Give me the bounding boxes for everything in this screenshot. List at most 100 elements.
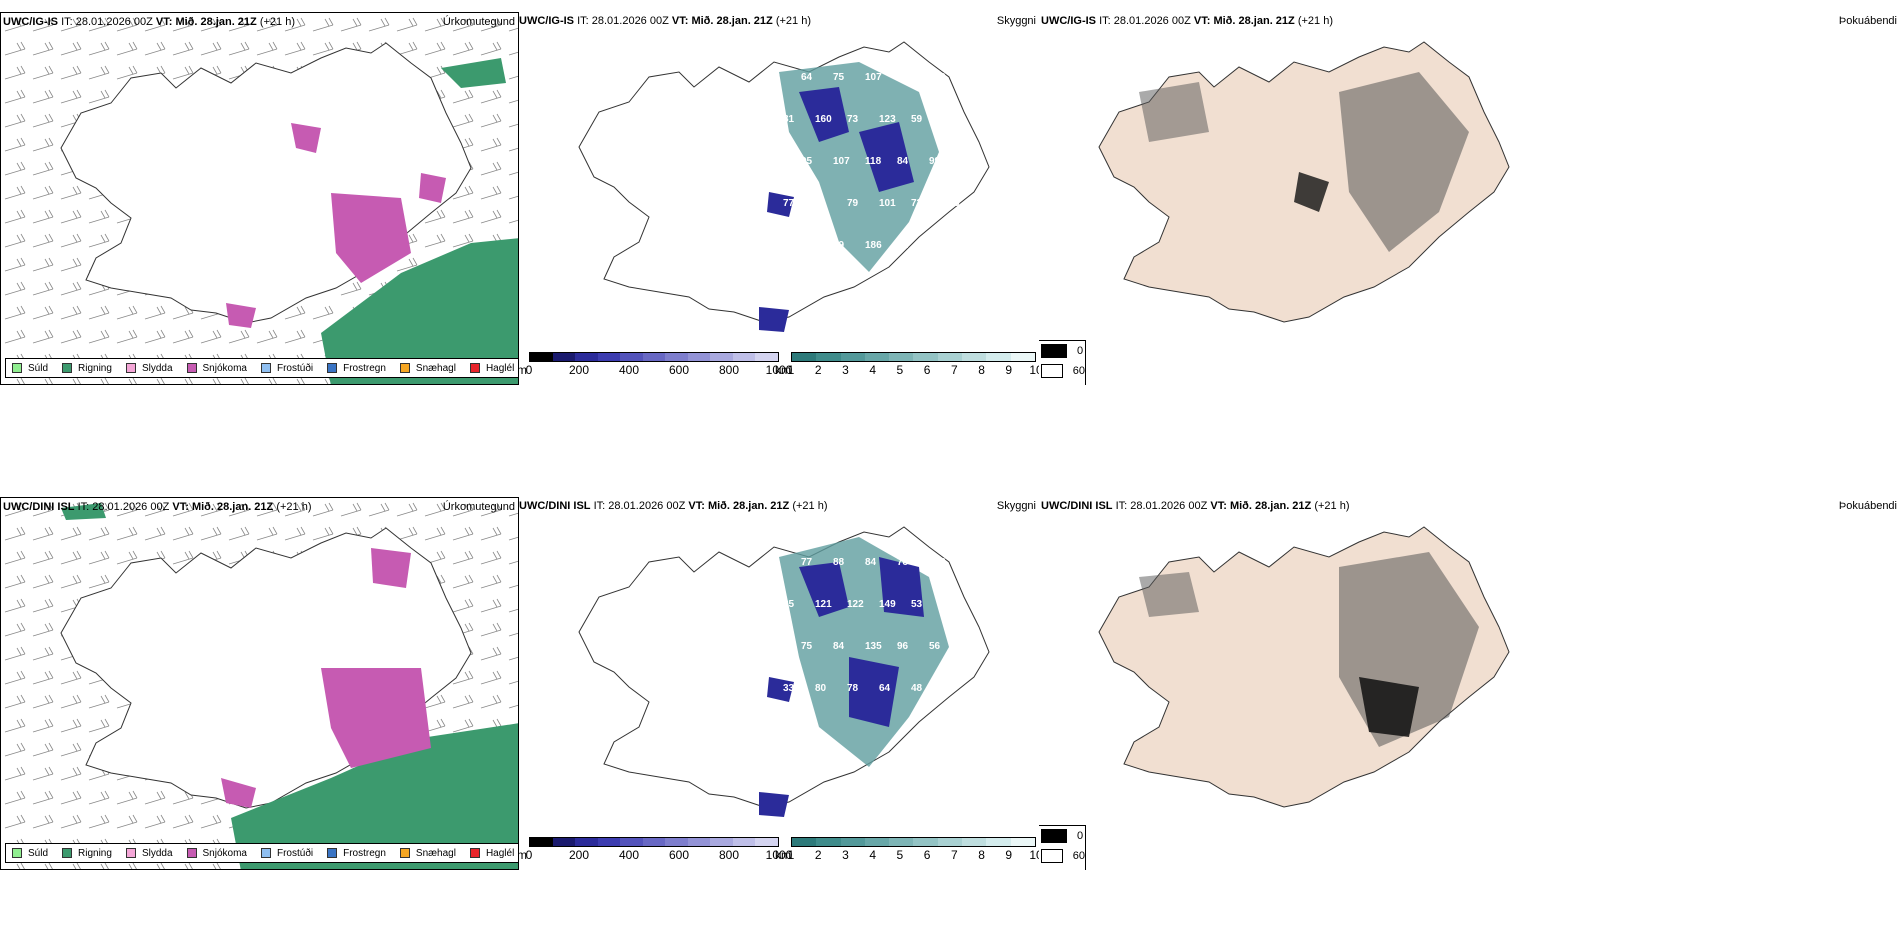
snow-depth-area — [767, 677, 794, 702]
snow-depth-label: 81 — [783, 114, 795, 125]
snow-depth-label: 118 — [865, 156, 882, 167]
legend-item: Snæhagl — [399, 848, 456, 859]
rain-area — [231, 723, 518, 869]
snow-depth-label: 75 — [833, 72, 845, 83]
legend-item: Súld — [12, 848, 48, 859]
snow-depth-label: 101 — [879, 198, 896, 209]
snow-depth-area — [759, 792, 789, 817]
snow-depth-area — [767, 192, 794, 217]
colorbar-cell — [710, 838, 733, 846]
colorbar-cell — [889, 838, 914, 846]
snow-depth-label: 100 — [769, 641, 786, 652]
snow-depth-area — [799, 562, 849, 617]
colorbar-cell — [687, 353, 711, 361]
snow-depth-label: 97 — [929, 240, 941, 251]
snow-depth-ticks: 0 200 400 600 800 1000 — [525, 362, 793, 377]
snow-depth-label: 43 — [943, 683, 955, 694]
snow-depth-area — [859, 122, 914, 192]
colorbar-tick-label: 4 — [869, 363, 876, 377]
legend-item: Slydda — [125, 848, 173, 859]
colorbar-cell — [755, 353, 779, 361]
colorbar-cell — [962, 353, 987, 361]
snow-depth-label: 338 — [783, 683, 800, 694]
snow-depth-label: 64 — [801, 72, 813, 83]
colorbar-tick-label: 800 — [718, 848, 740, 862]
colorbar-cell — [792, 353, 817, 361]
snow-area — [291, 123, 321, 153]
snow-area — [331, 193, 411, 283]
panel-title-visibility: Skyggni — [996, 15, 1036, 27]
colorbar-tick-label: 0 — [525, 363, 533, 377]
colorbar-tick-label: 200 — [568, 848, 590, 862]
colorbar-cell — [665, 838, 688, 846]
colorbar-cell — [864, 838, 890, 846]
fog-map-1 — [1098, 526, 1510, 808]
precip-panel-0: UWC/IG-IS IT: 28.01.2026 00Z VT: Mið. 28… — [0, 12, 519, 385]
visibility-map-0 — [578, 41, 990, 332]
snow-depth-label: 77 — [801, 557, 813, 568]
snow-depth-label: 107 — [833, 156, 850, 167]
colorbar-cell — [1010, 353, 1035, 361]
snow-depth-cells — [529, 837, 779, 847]
snow-depth-label: 84 — [897, 156, 909, 167]
colorbar-cell — [642, 838, 666, 846]
snow-depth-label: 200 — [783, 282, 800, 293]
colorbar-cell — [710, 353, 733, 361]
colorbar-cell — [913, 838, 938, 846]
fog-panel-1: UWC/DINI ISL IT: 28.01.2026 00Z VT: Mið.… — [1039, 497, 1900, 870]
snow-depth-label: 96 — [897, 641, 909, 652]
snow-depth-label: 121 — [815, 599, 832, 610]
chart-header-1: UWC/DINI ISL IT: 28.01.2026 00Z VT: Mið.… — [3, 501, 312, 513]
snow-depth-label: 91 — [897, 240, 909, 251]
colorbar-tick-label: 200 — [568, 363, 590, 377]
rain-area — [321, 238, 518, 384]
colorbar-tick-label: 7 — [950, 848, 958, 862]
colorbar-cell — [552, 353, 576, 361]
precip-legend: Súld Rigning Slydda Snjókoma Frostúði Fr… — [5, 358, 518, 378]
colorbar-tick-label: 8 — [978, 363, 985, 377]
legend-item: Snjókoma — [186, 848, 247, 859]
colorbar-tick-label: 9 — [1005, 848, 1013, 862]
panel-title-visibility: Skyggni — [996, 500, 1036, 512]
fog-legend-0: 0 60 — [1039, 340, 1086, 385]
snow-depth-label: 186 — [865, 240, 882, 251]
precip-map-1 — [1, 498, 518, 869]
snow-depth-area — [849, 657, 899, 727]
snow-depth-label: 200 — [929, 72, 946, 83]
snow-depth-label: 79 — [847, 198, 859, 209]
colorbar-cell — [575, 353, 598, 361]
chart-header-1c: UWC/DINI ISL IT: 28.01.2026 00Z VT: Mið.… — [1041, 500, 1350, 512]
precip-panel-1: UWC/DINI ISL IT: 28.01.2026 00Z VT: Mið.… — [0, 497, 519, 870]
colorbar-cell — [962, 838, 987, 846]
snow-depth-label: 139 — [943, 198, 960, 209]
colorbar-tick-label: 600 — [668, 363, 690, 377]
colorbar-cell — [816, 353, 841, 361]
visibility-panel-1: Skyggni UWC/DINI ISL IT: 28.01.2026 00Z … — [519, 497, 1039, 870]
snow-area — [371, 548, 411, 588]
colorbar-tick-label: 9 — [1005, 363, 1013, 377]
snow-area — [221, 778, 256, 808]
snow-depth-label: 152 — [769, 156, 786, 167]
visibility-colorbar-0: 12345678910 km — [775, 352, 1039, 377]
fog-area — [1359, 677, 1419, 737]
colorbar-cell — [986, 353, 1011, 361]
legend-item: Súld — [12, 363, 48, 374]
snow-depth-label: 95 — [801, 156, 813, 167]
snow-depth-label: 91 — [815, 198, 827, 209]
visibility-cells — [791, 837, 1036, 847]
snow-depth-label: 83 — [769, 557, 781, 568]
panel-title-fog: Þokuábendi — [1838, 500, 1897, 512]
fog-legend-1: 0 60 — [1039, 825, 1086, 870]
snow-depth-label: 78 — [897, 557, 909, 568]
snow-depth-label: 83 — [769, 72, 781, 83]
snow-depth-label: 72 — [911, 198, 923, 209]
colorbar-cell — [620, 353, 643, 361]
snow-depth-label: 79 — [833, 240, 845, 251]
colorbar-cell — [755, 838, 779, 846]
fog-area — [1339, 72, 1469, 252]
snow-depth-label: 84 — [833, 641, 845, 652]
colorbar-cell — [937, 353, 963, 361]
snow-depth-label: 122 — [847, 599, 864, 610]
panel-title-precip: Úrkomutegund — [442, 16, 515, 28]
colorbar-tick-label: 400 — [618, 363, 640, 377]
